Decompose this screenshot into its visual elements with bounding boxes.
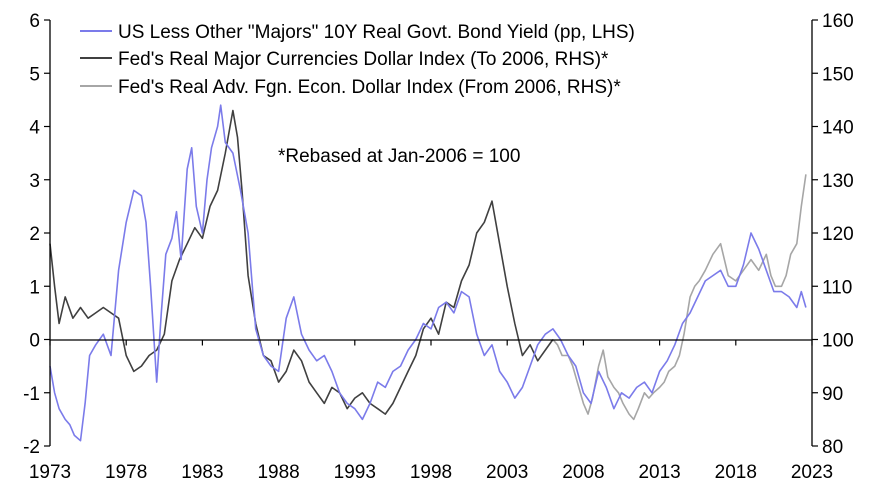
legend-label-us-less-majors: US Less Other "Majors" 10Y Real Govt. Bo… bbox=[118, 22, 635, 43]
left-tick-label: 1 bbox=[29, 277, 40, 298]
x-tick-label: 2008 bbox=[562, 462, 604, 483]
x-tick-label: 1973 bbox=[29, 462, 71, 483]
right-tick-label: 130 bbox=[822, 171, 854, 192]
left-tick-label: -1 bbox=[23, 384, 40, 405]
right-tick-label: 90 bbox=[822, 384, 843, 405]
right-tick-label: 110 bbox=[822, 277, 852, 298]
left-tick-label: 0 bbox=[29, 331, 40, 352]
left-tick-label: 6 bbox=[29, 11, 40, 32]
series-layer bbox=[49, 104, 807, 442]
legend-label-fed-major: Fed's Real Major Currencies Dollar Index… bbox=[118, 49, 609, 70]
axes: 6 5 4 3 2 1 0 -1 -2 160 150 140 130 120 110 100 90 80 19… bbox=[23, 11, 854, 483]
right-tick-label: 120 bbox=[822, 224, 854, 245]
legend-item-fed-major: Fed's Real Major Currencies Dollar Index… bbox=[80, 49, 609, 70]
series-us-less-majors bbox=[49, 104, 807, 442]
left-tick-label: 5 bbox=[29, 64, 40, 85]
x-tick-label: 1993 bbox=[334, 462, 376, 483]
left-tick-label: -2 bbox=[23, 437, 40, 458]
left-tick-label: 4 bbox=[29, 118, 40, 139]
series-fed-major bbox=[49, 109, 554, 415]
x-tick-label: 1988 bbox=[257, 462, 299, 483]
legend-item-fed-adv: Fed's Real Adv. Fgn. Econ. Dollar Index … bbox=[80, 77, 621, 98]
right-tick-label: 100 bbox=[822, 331, 854, 352]
x-ticks: 1973 1978 1983 1988 1993 1998 2003 2008 2013 2018… bbox=[29, 339, 833, 483]
x-tick-label: 1998 bbox=[410, 462, 452, 483]
x-tick-label: 1978 bbox=[105, 462, 147, 483]
x-tick-label: 1983 bbox=[181, 462, 223, 483]
left-tick-label: 3 bbox=[29, 171, 40, 192]
legend-label-fed-adv: Fed's Real Adv. Fgn. Econ. Dollar Index … bbox=[118, 77, 621, 98]
x-tick-label: 2003 bbox=[486, 462, 528, 483]
left-ticks: 6 5 4 3 2 1 0 -1 -2 bbox=[23, 11, 50, 458]
left-tick-label: 2 bbox=[29, 224, 40, 245]
rebase-annotation: *Rebased at Jan-2006 = 100 bbox=[278, 146, 520, 167]
x-tick-label: 2013 bbox=[638, 462, 680, 483]
x-tick-label: 2023 bbox=[791, 462, 833, 483]
right-tick-label: 160 bbox=[822, 11, 854, 32]
legend: US Less Other "Majors" 10Y Real Govt. Bo… bbox=[80, 22, 635, 98]
right-tick-label: 150 bbox=[822, 64, 854, 85]
right-ticks: 160 150 140 130 120 110 100 90 80 bbox=[812, 11, 854, 458]
x-tick-label: 2018 bbox=[715, 462, 757, 483]
right-tick-label: 140 bbox=[822, 118, 854, 139]
legend-item-us-less-majors: US Less Other "Majors" 10Y Real Govt. Bo… bbox=[80, 22, 635, 43]
right-tick-label: 80 bbox=[822, 437, 843, 458]
series-fed-adv bbox=[552, 174, 807, 421]
